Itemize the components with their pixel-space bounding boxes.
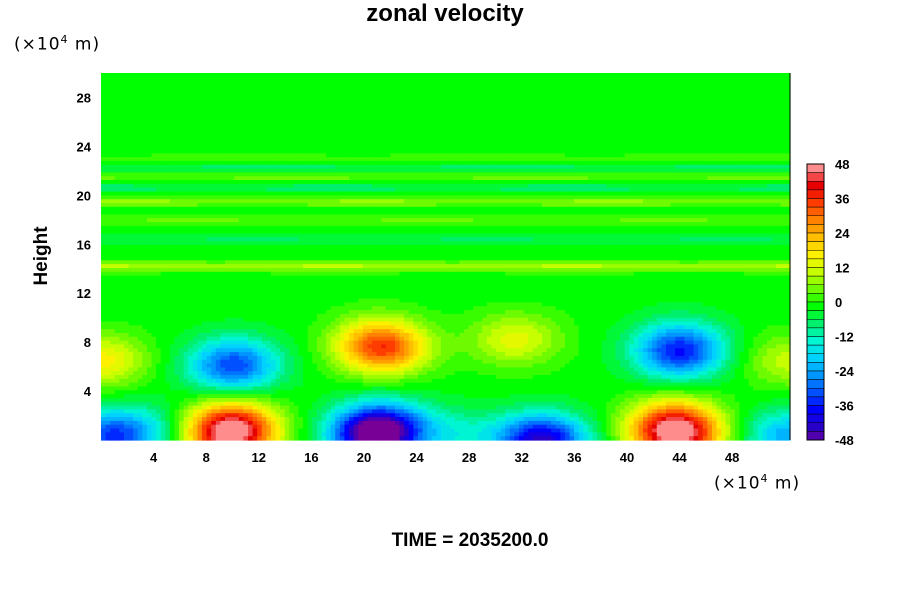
colorbar-segment — [806, 206, 825, 217]
colorbar-segment — [806, 405, 825, 415]
colorbar-segment — [806, 258, 825, 268]
colorbar-segment — [806, 327, 825, 337]
colorbar-tick-label: -24 — [835, 364, 855, 379]
x-tick-label: 28 — [462, 450, 476, 465]
x-tick-label: 48 — [725, 450, 739, 465]
x-tick-label: 4 — [150, 450, 158, 465]
colorbar-segment — [806, 413, 825, 424]
colorbar-segment — [806, 422, 825, 432]
colorbar-segment — [806, 189, 825, 199]
colorbar-tick-label: 36 — [835, 192, 849, 207]
y-tick-label: 12 — [77, 286, 91, 301]
colorbar-tick-label: -48 — [835, 433, 854, 448]
colorbar-tick-label: 12 — [835, 261, 849, 276]
chart-title: zonal velocity — [366, 0, 524, 27]
colorbar-segment — [806, 396, 825, 406]
colorbar-segment — [806, 344, 825, 355]
x-tick-label: 16 — [304, 450, 318, 465]
colorbar-segment — [806, 310, 825, 320]
x-tick-label: 8 — [203, 450, 210, 465]
contour-fill — [101, 73, 791, 441]
colorbar-segment — [806, 388, 825, 398]
x-tick-label: 20 — [357, 450, 371, 465]
colorbar-segment — [806, 181, 825, 191]
colorbar-segment — [806, 215, 825, 225]
colorbar-segment — [806, 250, 825, 260]
y-tick-label: 28 — [77, 90, 91, 105]
colorbar-segment — [806, 370, 825, 380]
colorbar-segment — [806, 232, 825, 242]
colorbar-segment — [806, 198, 825, 208]
colorbar — [806, 163, 825, 441]
x-tick-label: 36 — [567, 450, 581, 465]
colorbar-segment — [806, 267, 825, 277]
colorbar-segment — [806, 224, 825, 234]
colorbar-segment — [806, 163, 825, 173]
x-tick-label: 12 — [252, 450, 266, 465]
colorbar-tick-label: 48 — [835, 157, 849, 172]
colorbar-segment — [806, 172, 825, 182]
colorbar-tick-label: 0 — [835, 295, 842, 310]
colorbar-segment — [806, 301, 825, 311]
colorbar-segment — [806, 379, 825, 389]
y-tick-label: 20 — [77, 188, 91, 203]
colorbar-segment — [806, 275, 825, 286]
y-axis-unit: (×104 m) — [14, 33, 101, 55]
y-tick-label: 24 — [77, 139, 92, 154]
colorbar-segment — [806, 293, 825, 303]
x-tick-label: 44 — [672, 450, 687, 465]
colorbar-segment — [806, 353, 825, 363]
y-tick-label: 16 — [77, 237, 91, 252]
y-tick-label: 8 — [84, 335, 91, 350]
x-tick-label: 40 — [620, 450, 634, 465]
y-tick-label: 4 — [84, 384, 92, 399]
colorbar-segment — [806, 362, 825, 372]
colorbar-segment — [806, 284, 825, 294]
colorbar-segment — [806, 336, 825, 346]
colorbar-tick-label: 24 — [835, 226, 850, 241]
x-axis-unit: (×104 m) — [714, 472, 801, 494]
x-tick-label: 32 — [515, 450, 529, 465]
colorbar-segment — [806, 431, 825, 441]
colorbar-segment — [806, 241, 825, 251]
x-tick-label: 24 — [409, 450, 424, 465]
time-label: TIME = 2035200.0 — [391, 530, 549, 551]
colorbar-segment — [806, 319, 825, 329]
colorbar-tick-label: -36 — [835, 399, 854, 414]
colorbar-tick-label: -12 — [835, 330, 854, 345]
